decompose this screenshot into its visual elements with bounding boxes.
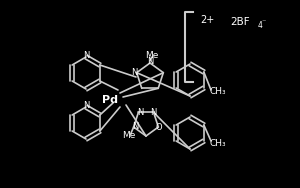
Text: N: N	[147, 58, 153, 67]
Text: Me: Me	[122, 130, 135, 139]
Text: N: N	[83, 52, 89, 61]
Text: N: N	[132, 121, 139, 130]
Text: ⁻: ⁻	[262, 17, 266, 27]
Text: CH₃: CH₃	[210, 87, 226, 96]
Text: 2+: 2+	[200, 15, 214, 25]
Text: 2BF: 2BF	[230, 17, 250, 27]
Text: N: N	[137, 108, 143, 117]
Text: CH₃: CH₃	[210, 139, 226, 148]
Text: N: N	[83, 102, 89, 111]
Text: O: O	[155, 123, 162, 132]
Text: N: N	[151, 108, 157, 117]
Text: Me: Me	[145, 51, 159, 59]
Text: N: N	[131, 68, 138, 77]
Text: Pd: Pd	[102, 95, 118, 105]
Text: 4: 4	[258, 21, 262, 30]
